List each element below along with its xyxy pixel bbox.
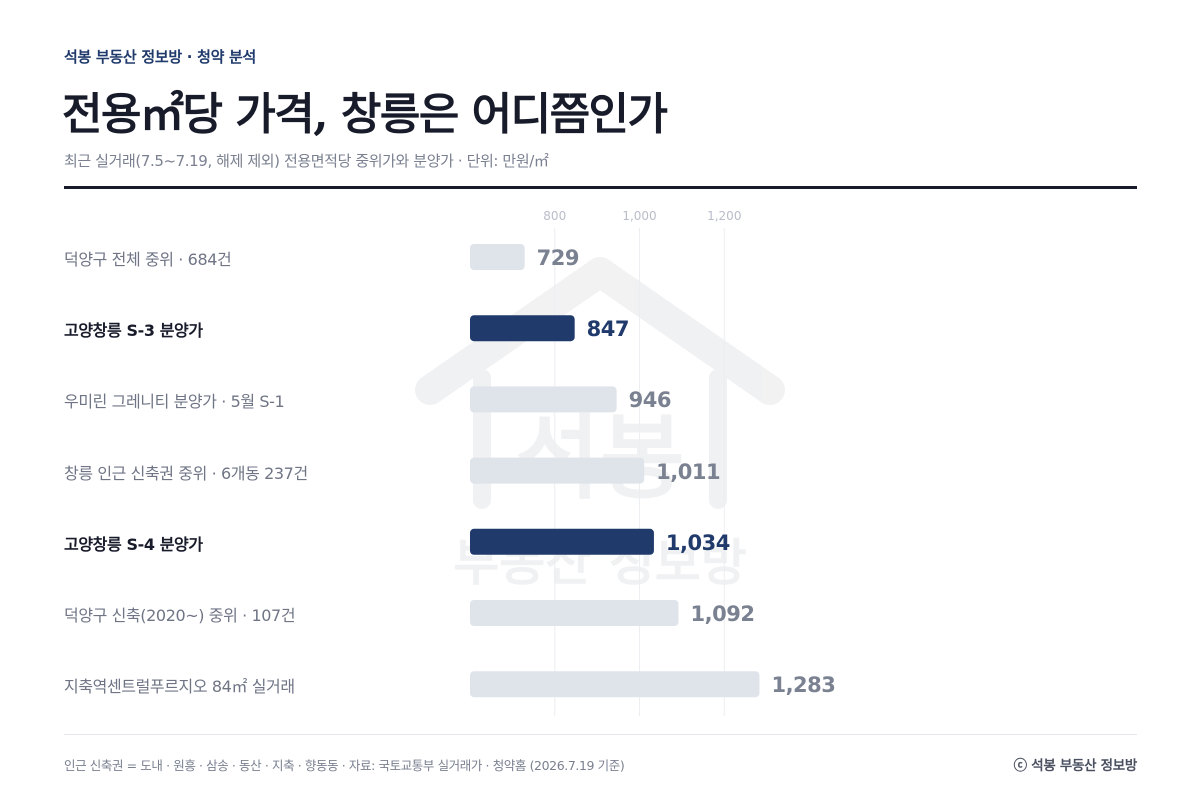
category-label: 지축역센트럴푸르지오 84㎡ 실거래: [64, 677, 295, 697]
category-label: 덕양구 신축(2020~) 중위 · 107건: [64, 606, 296, 625]
value-label: 847: [586, 317, 630, 342]
source-note: 인근 신축권 = 도내 · 원흥 · 삼송 · 동산 · 지축 · 향동동 · …: [64, 758, 625, 773]
bar: [470, 600, 679, 626]
value-label: 1,283: [771, 673, 836, 698]
x-axis-ticks: 800 1,000 1,200: [543, 209, 741, 223]
bar: [470, 671, 760, 698]
page-subtitle: 최근 실거래(7.5~7.19, 해제 제외) 전용면적당 중위가와 분양가 ·…: [64, 152, 549, 170]
category-label: 창릉 인근 신축권 중위 · 6개동 237건: [64, 463, 308, 483]
value-label: 729: [536, 246, 580, 270]
kicker: 석봉 부동산 정보방 · 청약 분석: [64, 48, 257, 66]
bars: [470, 244, 760, 698]
value-label: 1,011: [656, 459, 721, 484]
bar-highlight: [470, 315, 575, 342]
footer-divider: [64, 734, 1137, 735]
bar: [470, 386, 617, 413]
value-label: 946: [628, 388, 672, 413]
bar-highlight: [470, 528, 654, 555]
x-tick-label: 1,000: [622, 209, 656, 223]
value-label: 1,034: [665, 530, 730, 555]
bar: [470, 244, 525, 270]
category-label: 고양창릉 S-4 분양가: [64, 534, 203, 554]
page-title: 전용㎡당 가격, 창릉은 어디쯤인가: [62, 89, 668, 140]
bar: [470, 457, 645, 484]
title-divider: [64, 186, 1137, 189]
category-label: 우미린 그레니티 분양가 · 5월 S-1: [64, 392, 285, 412]
x-tick-label: 800: [543, 209, 566, 223]
category-label: 덕양구 전체 중위 · 684건: [64, 250, 232, 269]
x-tick-label: 1,200: [707, 209, 741, 223]
copyright-brand: ⓒ 석봉 부동산 정보방: [1013, 758, 1138, 774]
value-label: 1,092: [690, 602, 755, 626]
category-label: 고양창릉 S-3 분양가: [64, 321, 203, 341]
